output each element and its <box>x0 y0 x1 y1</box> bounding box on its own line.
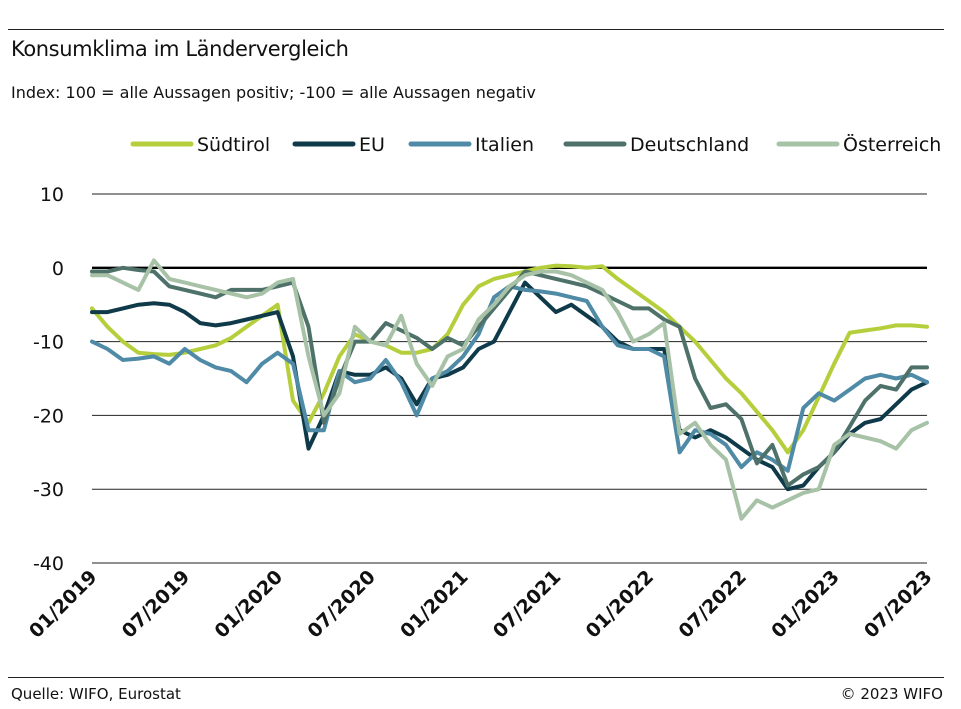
chart-title: Konsumklima im Ländervergleich <box>11 37 349 61</box>
legend-item-osterreich: Österreich <box>776 133 941 156</box>
x-tick-label: 07/2022 <box>674 566 751 643</box>
x-tick-label: 07/2020 <box>303 566 380 643</box>
series-line-eu <box>90 280 929 492</box>
gridlines <box>92 193 927 564</box>
y-axis: 10 0 -10 -20 -30 -40 <box>33 184 64 575</box>
x-tick-label: 07/2019 <box>118 566 195 643</box>
series-line-deutschland <box>90 265 929 488</box>
x-tick-label: 01/2022 <box>582 566 659 643</box>
legend: Südtirol EU Italien Deutschland Österreich <box>130 133 941 156</box>
bottom-rule <box>8 677 944 678</box>
y-tick-label: 0 <box>52 258 64 280</box>
series-line-osterreich <box>90 258 929 521</box>
y-tick-label: 10 <box>40 184 64 206</box>
legend-item-italien: Italien <box>408 134 534 156</box>
y-tick-label: -20 <box>33 405 64 427</box>
legend-label: Österreich <box>843 133 941 156</box>
x-tick-label: 01/2023 <box>767 566 844 643</box>
legend-label: EU <box>359 134 385 156</box>
y-tick-label: -30 <box>33 479 64 501</box>
legend-item-eu: EU <box>292 134 385 156</box>
x-tick-label: 01/2020 <box>211 566 288 643</box>
legend-item-deutschland: Deutschland <box>563 134 749 156</box>
x-tick-label: 07/2021 <box>489 566 566 643</box>
top-rule <box>8 29 944 30</box>
y-tick-label: -40 <box>33 553 64 575</box>
legend-label: Italien <box>475 134 534 156</box>
series-lines <box>90 258 929 521</box>
x-tick-label: 01/2019 <box>25 566 102 643</box>
copyright-note: © 2023 WIFO <box>840 685 943 703</box>
x-tick-label: 07/2023 <box>860 566 937 643</box>
source-note: Quelle: WIFO, Eurostat <box>11 685 181 703</box>
legend-label: Deutschland <box>630 134 749 156</box>
x-tick-label: 01/2021 <box>396 566 473 643</box>
chart-subtitle: Index: 100 = alle Aussagen positiv; -100… <box>11 83 536 102</box>
legend-item-sudtirol: Südtirol <box>130 134 270 156</box>
x-axis: 01/2019 07/2019 01/2020 07/2020 01/2021 07/20… <box>25 566 937 643</box>
line-chart: Südtirol EU Italien Deutschland Österreich 1… <box>25 133 941 643</box>
series-line-sudtirol <box>90 263 929 455</box>
legend-label: Südtirol <box>197 134 270 156</box>
y-tick-label: -10 <box>33 332 64 354</box>
